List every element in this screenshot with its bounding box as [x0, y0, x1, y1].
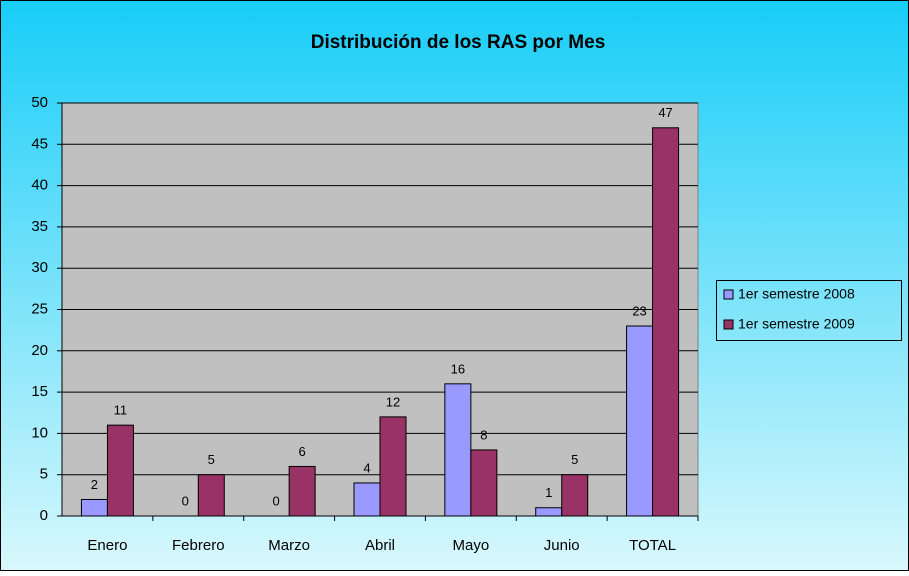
value-label: 6 [299, 444, 306, 459]
legend-swatch [723, 289, 734, 300]
bar [288, 465, 316, 517]
legend-label: 1er semestre 2008 [738, 286, 855, 302]
value-label: 5 [571, 452, 578, 467]
value-label: 1 [545, 485, 552, 500]
x-tick-label: TOTAL [629, 537, 676, 554]
value-label: 12 [386, 394, 400, 409]
bar [80, 498, 108, 517]
y-tick-label: 40 [31, 177, 48, 194]
value-label: 8 [480, 427, 487, 442]
bar [470, 449, 498, 517]
value-label: 2 [91, 477, 98, 492]
legend-swatch [723, 319, 734, 330]
y-tick-label: 50 [31, 94, 48, 111]
x-tick-label: Marzo [268, 537, 310, 554]
y-tick-label: 5 [40, 466, 48, 483]
y-tick-label: 25 [31, 300, 48, 317]
bar [197, 474, 225, 517]
value-label: 11 [114, 403, 128, 418]
legend-label: 1er semestre 2009 [738, 316, 855, 332]
value-label: 0 [182, 493, 189, 508]
x-tick-label: Febrero [172, 537, 225, 554]
y-tick-label: 20 [31, 342, 48, 359]
x-tick-label: Abril [365, 537, 395, 554]
bar [353, 482, 381, 517]
x-tick-label: Junio [544, 537, 580, 554]
value-label: 0 [273, 493, 280, 508]
x-tick-label: Enero [87, 537, 127, 554]
value-label: 23 [632, 303, 646, 318]
y-tick-label: 35 [31, 218, 48, 235]
y-tick-label: 30 [31, 259, 48, 276]
bar [652, 127, 680, 517]
y-tick-label: 0 [40, 507, 48, 524]
legend [716, 280, 902, 341]
bar [626, 325, 654, 517]
bar [106, 424, 134, 517]
chart-title: Distribución de los RAS por Mes [311, 32, 606, 53]
bar [535, 507, 563, 517]
y-tick-label: 15 [31, 383, 48, 400]
value-label: 5 [208, 452, 215, 467]
value-label: 47 [658, 105, 672, 120]
value-label: 4 [363, 460, 370, 475]
x-tick-label: Mayo [453, 537, 490, 554]
value-label: 16 [451, 361, 465, 376]
bar [444, 383, 472, 517]
y-tick-label: 45 [31, 135, 48, 152]
bar [561, 474, 589, 517]
bar [379, 416, 407, 517]
y-tick-label: 10 [31, 424, 48, 441]
